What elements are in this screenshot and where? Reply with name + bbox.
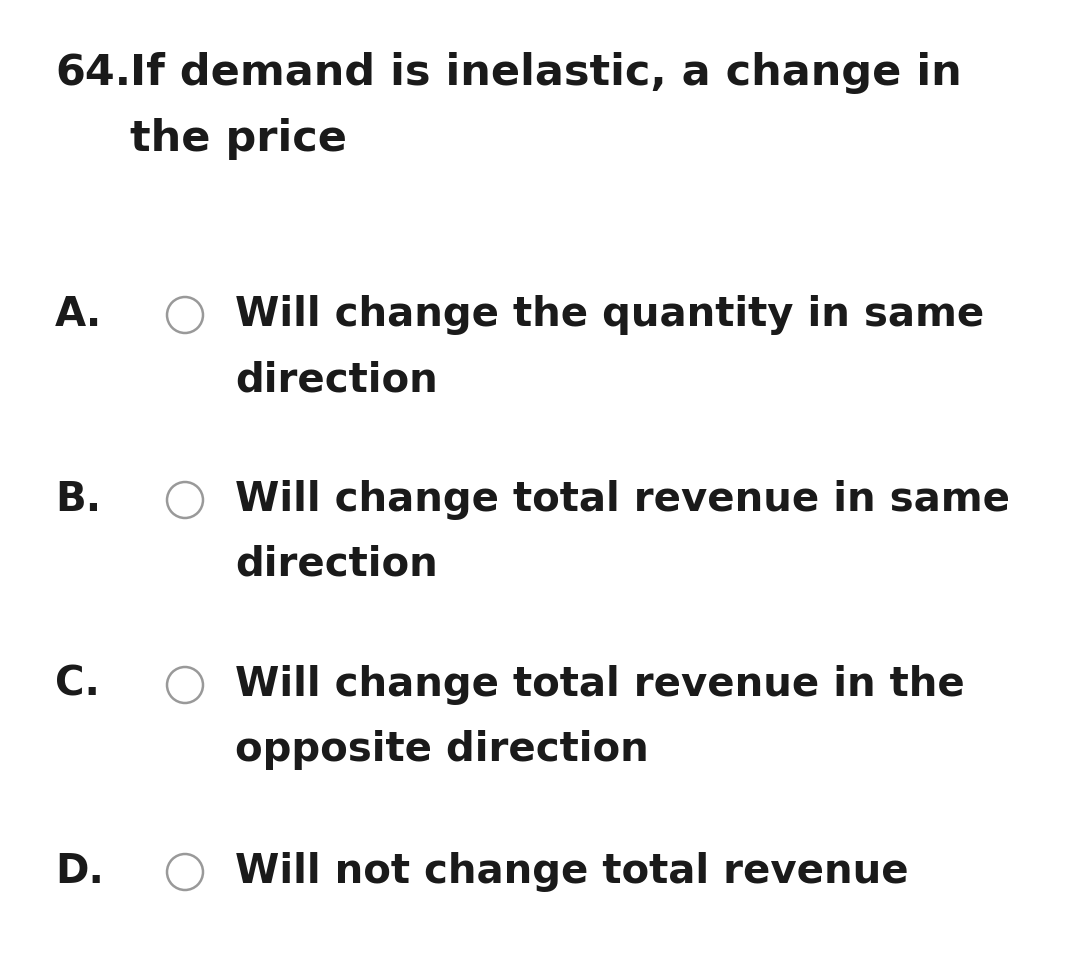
Text: A.: A. [55,295,103,335]
Text: C.: C. [55,665,99,705]
Text: direction: direction [235,360,437,400]
Text: Will change the quantity in same: Will change the quantity in same [235,295,984,335]
Text: If demand is inelastic, a change in: If demand is inelastic, a change in [130,52,962,94]
Text: opposite direction: opposite direction [235,730,649,770]
Text: the price: the price [130,118,347,160]
Text: Will not change total revenue: Will not change total revenue [235,852,908,892]
Text: Will change total revenue in the: Will change total revenue in the [235,665,964,705]
Text: D.: D. [55,852,104,892]
Text: 64.: 64. [55,52,131,94]
Text: direction: direction [235,545,437,585]
Text: B.: B. [55,480,102,520]
Text: Will change total revenue in same: Will change total revenue in same [235,480,1010,520]
